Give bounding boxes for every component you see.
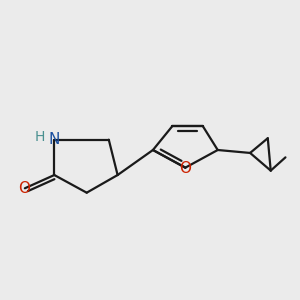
Text: N: N xyxy=(49,132,60,147)
Text: O: O xyxy=(179,161,191,176)
Text: H: H xyxy=(35,130,45,144)
Text: O: O xyxy=(18,181,30,196)
